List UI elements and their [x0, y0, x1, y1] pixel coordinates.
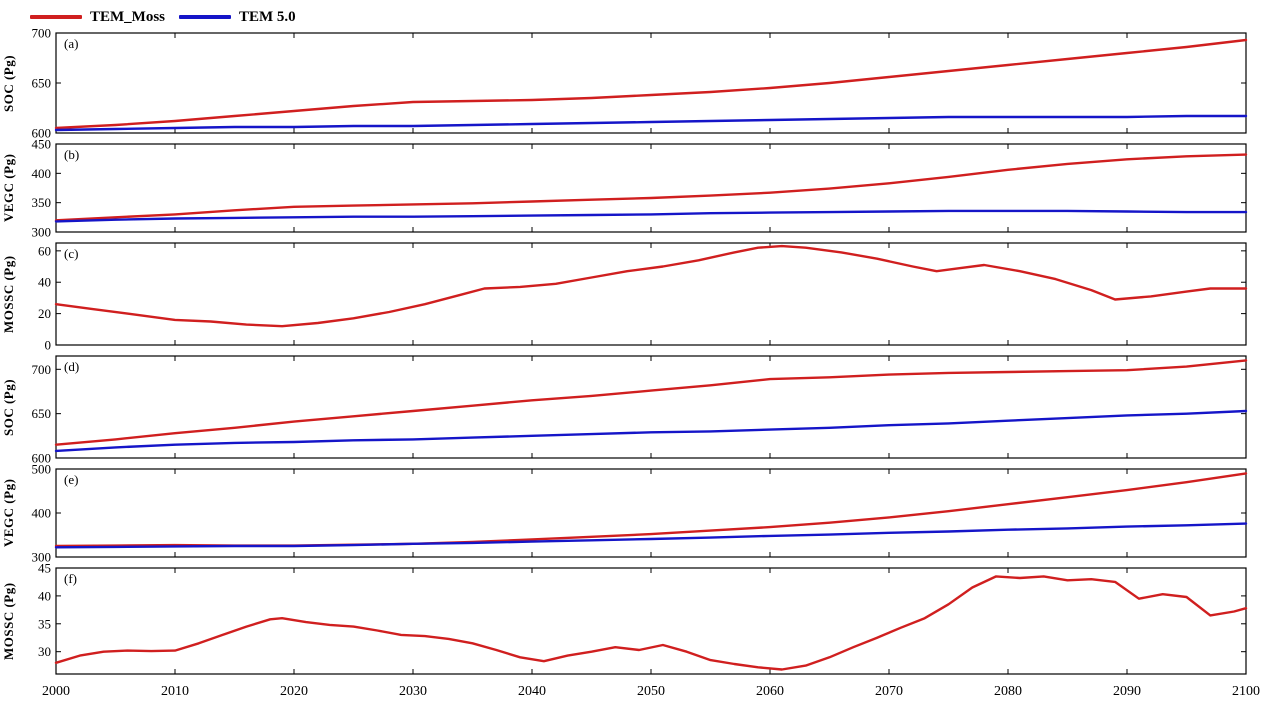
red-line-swatch-icon [30, 15, 82, 19]
svg-text:650: 650 [32, 76, 52, 91]
x-tick-label: 2000 [42, 684, 70, 699]
x-tick-label: 2090 [1113, 684, 1141, 699]
x-tick-label: 2100 [1232, 684, 1260, 699]
chart-panel-e: 300 400 500 (e) [32, 462, 1248, 565]
svg-text:45: 45 [38, 561, 51, 576]
chart-panel-b: 300 350 400 450 (b) [32, 137, 1248, 240]
x-tick-label: 2030 [399, 684, 427, 699]
x-tick-label: 2050 [637, 684, 665, 699]
time-series-figure: TEM_Moss TEM 5.0 SOC (Pg) 600 650 700 (a) V… [0, 4, 1280, 704]
svg-text:60: 60 [38, 243, 51, 258]
svg-text:(a): (a) [64, 36, 78, 51]
x-tick-label: 2020 [280, 684, 308, 699]
svg-text:650: 650 [32, 406, 52, 421]
legend: TEM_Moss TEM 5.0 [0, 4, 1280, 30]
svg-text:(c): (c) [64, 246, 78, 261]
svg-text:0: 0 [45, 338, 52, 353]
svg-text:400: 400 [32, 166, 52, 181]
svg-text:400: 400 [32, 506, 52, 521]
legend-label-tem-moss: TEM_Moss [90, 8, 165, 25]
legend-label-tem5: TEM 5.0 [239, 8, 296, 25]
y-axis-label-b: VEGC (Pg) [1, 153, 16, 223]
svg-text:35: 35 [38, 616, 51, 631]
svg-text:300: 300 [32, 550, 52, 565]
x-tick-label: 2040 [518, 684, 546, 699]
panel-d: SOC (Pg) 600 650 700 (d) [0, 355, 1280, 466]
panels: SOC (Pg) 600 650 700 (a) VEGC (Pg) 300 350 40… [0, 26, 1280, 675]
legend-item-tem-moss: TEM_Moss [30, 9, 165, 26]
svg-text:700: 700 [32, 362, 52, 377]
y-axis-label-d: SOC (Pg) [1, 378, 16, 436]
svg-text:40: 40 [38, 275, 51, 290]
svg-text:500: 500 [32, 462, 52, 477]
svg-text:700: 700 [32, 26, 52, 41]
svg-text:300: 300 [32, 225, 52, 240]
x-tick-label: 2080 [994, 684, 1022, 699]
chart-panel-d: 600 650 700 (d) [32, 355, 1248, 466]
svg-text:350: 350 [32, 195, 52, 210]
svg-text:600: 600 [32, 126, 52, 141]
y-axis-label-a: SOC (Pg) [1, 54, 16, 112]
chart-panel-f: 30 35 40 45 (f) [38, 561, 1248, 675]
panel-f: MOSSC (Pg) 30 35 40 45 (f) [0, 561, 1280, 675]
svg-text:450: 450 [32, 137, 52, 152]
svg-text:(f): (f) [64, 571, 77, 586]
panel-b: VEGC (Pg) 300 350 400 450 (b) [0, 137, 1280, 240]
y-axis-label-e: VEGC (Pg) [1, 478, 16, 548]
x-axis-labels: 2000 2010 2020 2030 2040 2050 2060 2070 2080 2090… [18, 684, 1260, 704]
blue-line-swatch-icon [179, 15, 231, 19]
svg-text:(e): (e) [64, 472, 78, 487]
x-tick-label: 2010 [161, 684, 189, 699]
y-axis-label-f: MOSSC (Pg) [1, 582, 16, 660]
x-tick-label: 2060 [756, 684, 784, 699]
svg-text:600: 600 [32, 451, 52, 466]
svg-text:(b): (b) [64, 147, 79, 162]
panel-e: VEGC (Pg) 300 400 500 (e) [0, 462, 1280, 565]
panel-c: MOSSC (Pg) 0 20 40 60 (c) [0, 242, 1280, 353]
svg-text:30: 30 [38, 644, 51, 659]
legend-item-tem5: TEM 5.0 [179, 9, 296, 26]
chart-panel-c: 0 20 40 60 (c) [38, 242, 1248, 353]
chart-panel-a: 600 650 700 (a) [32, 26, 1248, 141]
svg-text:(d): (d) [64, 359, 79, 374]
panel-a: SOC (Pg) 600 650 700 (a) [0, 26, 1280, 141]
x-tick-label: 2070 [875, 684, 903, 699]
svg-text:20: 20 [38, 306, 51, 321]
y-axis-label-c: MOSSC (Pg) [1, 255, 16, 333]
svg-text:40: 40 [38, 588, 51, 603]
